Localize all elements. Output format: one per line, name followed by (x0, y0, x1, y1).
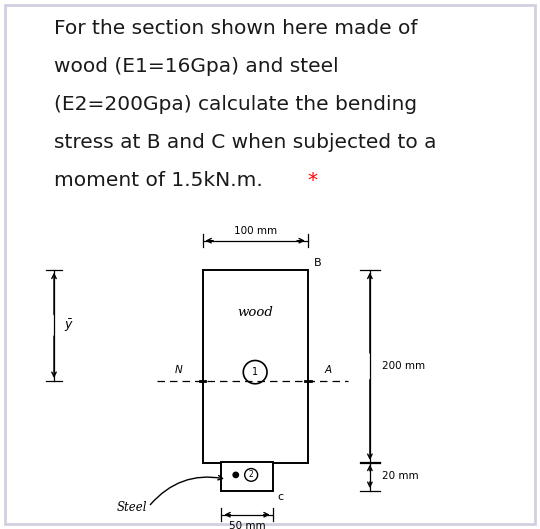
Circle shape (233, 472, 239, 478)
Text: 50 mm: 50 mm (229, 521, 265, 529)
Text: Steel: Steel (117, 501, 147, 515)
FancyBboxPatch shape (5, 5, 535, 524)
Text: wood (E1=16Gpa) and steel: wood (E1=16Gpa) and steel (54, 57, 339, 76)
Text: stress at B and C when subjected to a: stress at B and C when subjected to a (54, 133, 436, 152)
Text: For the section shown here made of: For the section shown here made of (54, 19, 417, 38)
Text: 20 mm: 20 mm (382, 471, 418, 481)
Text: 200 mm: 200 mm (382, 361, 425, 371)
Text: $\bar{y}$: $\bar{y}$ (64, 317, 73, 334)
Text: A: A (325, 364, 332, 375)
Text: moment of 1.5kN.m.: moment of 1.5kN.m. (54, 171, 263, 190)
Text: c: c (277, 492, 283, 502)
Text: 1: 1 (252, 367, 258, 377)
Text: wood: wood (237, 306, 273, 319)
Text: B: B (314, 258, 322, 268)
Bar (221, 462, 273, 491)
Text: N: N (174, 364, 182, 375)
Bar (202, 270, 308, 463)
Text: (E2=200Gpa) calculate the bending: (E2=200Gpa) calculate the bending (54, 95, 417, 114)
Text: 100 mm: 100 mm (234, 226, 276, 236)
Text: 2: 2 (249, 470, 253, 479)
Text: *: * (308, 171, 318, 190)
